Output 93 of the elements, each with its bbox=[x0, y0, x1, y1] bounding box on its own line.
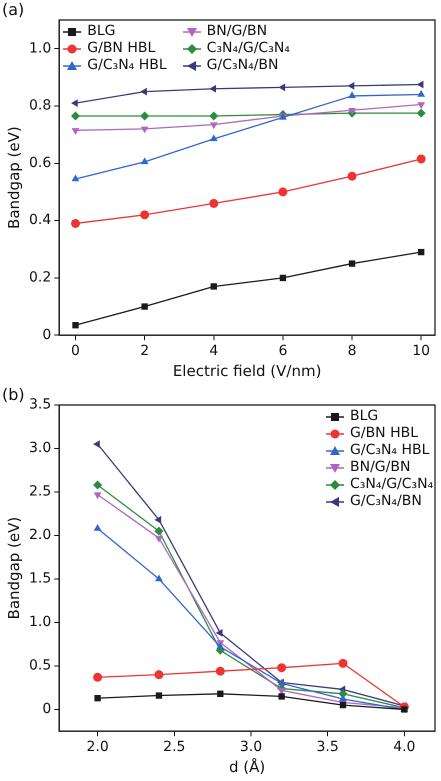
x-axis-title: Electric field (V/nm) bbox=[172, 362, 322, 380]
point bbox=[209, 198, 218, 208]
point bbox=[278, 693, 285, 700]
point bbox=[210, 283, 217, 290]
point bbox=[71, 218, 80, 228]
point bbox=[280, 274, 286, 282]
point bbox=[154, 516, 162, 524]
legend-label: C₃N₄/G/C₃N₄ bbox=[206, 40, 290, 57]
point bbox=[209, 84, 216, 93]
point bbox=[210, 122, 218, 130]
point bbox=[416, 80, 424, 88]
point bbox=[417, 102, 426, 110]
point bbox=[154, 526, 164, 536]
point bbox=[348, 108, 356, 115]
point bbox=[140, 157, 149, 164]
point bbox=[94, 694, 101, 702]
point bbox=[418, 248, 424, 256]
point bbox=[155, 574, 163, 582]
point bbox=[416, 154, 426, 164]
point bbox=[72, 174, 80, 182]
legend-label: BLG bbox=[87, 23, 116, 40]
legend-label: G/C₃N₄/BN bbox=[206, 57, 279, 74]
point bbox=[217, 690, 224, 697]
point bbox=[140, 210, 150, 220]
point bbox=[154, 670, 164, 680]
legend-label: BN/G/BN bbox=[206, 23, 268, 40]
point bbox=[216, 666, 225, 676]
point bbox=[348, 172, 357, 181]
point bbox=[417, 90, 426, 97]
legend-label: G/BN HBL bbox=[87, 40, 156, 57]
point bbox=[141, 303, 148, 310]
point bbox=[72, 322, 79, 328]
legend-label: G/C₃N₄ HBL bbox=[350, 442, 430, 459]
x-tick-label: 10 bbox=[412, 343, 430, 360]
point bbox=[209, 111, 218, 120]
point bbox=[216, 629, 223, 637]
y-tick-label: 2.5 bbox=[29, 484, 52, 500]
point bbox=[72, 128, 80, 135]
x-tick-label: 2 bbox=[140, 343, 150, 360]
point bbox=[216, 642, 224, 650]
point bbox=[210, 134, 218, 142]
point bbox=[277, 663, 286, 672]
legend-label: G/C₃N₄ HBL bbox=[87, 57, 167, 74]
point bbox=[339, 694, 347, 702]
y-tick-label: 0.8 bbox=[29, 98, 52, 114]
point bbox=[416, 108, 426, 118]
y-tick-label: 3.5 bbox=[29, 396, 52, 413]
x-tick-label: 2.5 bbox=[163, 739, 186, 756]
x-tick-label: 0 bbox=[71, 343, 80, 360]
x-tick-label: 4.0 bbox=[393, 739, 416, 756]
point bbox=[278, 83, 286, 92]
y-tick-label: 0.2 bbox=[29, 270, 52, 286]
y-tick-label: 1.0 bbox=[29, 40, 52, 56]
x-tick-label: 3.0 bbox=[240, 739, 262, 756]
x-tick-label: 8 bbox=[348, 343, 356, 360]
text: (b) bbox=[2, 385, 25, 404]
legend-label: C₃N₄/G/C₃N₄ bbox=[350, 476, 434, 493]
y-tick-label: 2.0 bbox=[29, 527, 52, 544]
point bbox=[94, 492, 102, 500]
legend-label: BN/G/BN bbox=[350, 459, 410, 476]
x-axis-title: d (Å) bbox=[229, 758, 266, 776]
y-tick-label: 0.6 bbox=[29, 154, 52, 171]
y-tick-label: 1.5 bbox=[29, 570, 52, 587]
y-axis-title: Bandgap (eV) bbox=[4, 126, 23, 229]
point bbox=[71, 99, 78, 107]
x-tick-label: 6 bbox=[278, 343, 288, 360]
point bbox=[93, 440, 100, 448]
x-tick-label: 3.5 bbox=[316, 739, 339, 756]
point bbox=[93, 672, 102, 682]
legend-label: G/C₃N₄/BN bbox=[350, 493, 422, 510]
y-tick-label: 1.0 bbox=[29, 614, 52, 630]
point bbox=[93, 480, 102, 490]
y-tick-label: 0 bbox=[42, 701, 52, 718]
x-tick-label: 4 bbox=[209, 343, 218, 360]
x-tick-label: 2.0 bbox=[86, 739, 109, 756]
point bbox=[155, 536, 163, 543]
point bbox=[140, 88, 147, 96]
point bbox=[348, 91, 356, 98]
y-tick-label: 3.0 bbox=[29, 440, 52, 456]
point bbox=[338, 658, 348, 668]
text: (a) bbox=[2, 0, 24, 19]
point bbox=[348, 82, 354, 90]
point bbox=[278, 187, 288, 196]
legend-label: BLG bbox=[350, 408, 378, 425]
point bbox=[94, 524, 102, 531]
y-tick-label: 0.5 bbox=[29, 658, 52, 674]
y-axis-title: Bandgap (eV) bbox=[4, 516, 23, 620]
point bbox=[71, 111, 80, 120]
point bbox=[140, 111, 150, 120]
y-tick-label: 0.4 bbox=[29, 212, 52, 228]
y-tick-label: 0 bbox=[42, 326, 52, 343]
point bbox=[140, 126, 149, 134]
legend-label: G/BN HBL bbox=[350, 425, 418, 442]
